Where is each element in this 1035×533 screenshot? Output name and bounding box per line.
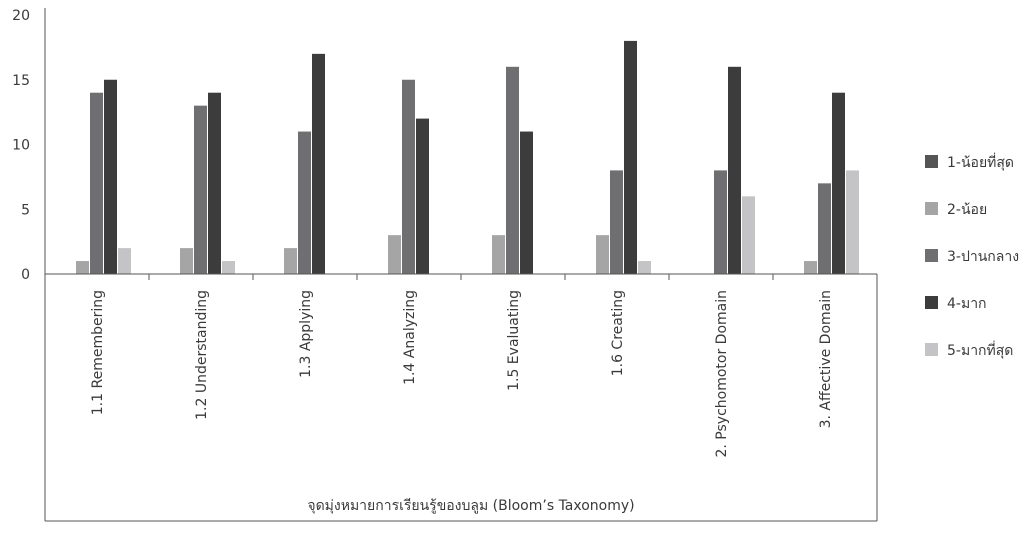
bar <box>402 79 415 274</box>
bar <box>742 196 755 274</box>
x-category-label: 2. Psychomotor Domain <box>714 290 730 458</box>
legend-label: 3-ปานกลาง <box>947 249 1019 265</box>
legend-swatch <box>925 202 938 215</box>
bar <box>104 79 117 274</box>
bar <box>194 105 207 275</box>
x-category-label: 1.3 Applying <box>298 290 314 378</box>
bar <box>804 261 817 274</box>
legend-swatch <box>925 343 938 356</box>
legend-label: 5-มากที่สุด <box>947 341 1013 359</box>
x-axis-title: จุดมุ่งหมายการเรียนรู้ของบลูม (Bloom’s T… <box>307 498 634 514</box>
legend-label: 1-น้อยที่สุด <box>947 153 1014 171</box>
bar <box>728 66 741 274</box>
y-tick-label: 10 <box>12 138 30 154</box>
x-category-label: 1.1 Remembering <box>90 290 106 415</box>
y-tick-label: 15 <box>12 73 30 89</box>
bar <box>208 92 221 274</box>
bar <box>520 131 533 274</box>
legend-swatch <box>925 155 938 168</box>
bar <box>90 92 103 274</box>
x-category-label: 1.4 Analyzing <box>402 290 418 385</box>
legend: 1-น้อยที่สุด 2-น้อย 3-ปานกลาง 4-มาก 5-มากที่… <box>925 153 1019 359</box>
bar <box>118 248 131 274</box>
y-tick-label: 5 <box>21 202 30 218</box>
x-axis: 1.1 Remembering 1.2 Understanding 1.3 Appl… <box>44 273 878 522</box>
x-category-label: 1.5 Evaluating <box>506 290 522 391</box>
x-category-label: 3. Affective Domain <box>818 290 834 428</box>
legend-label: 4-มาก <box>947 296 987 312</box>
bar <box>222 261 235 274</box>
bar <box>180 248 193 274</box>
legend-swatch <box>925 249 938 262</box>
bar <box>76 261 89 274</box>
y-axis: 0 5 10 15 20 <box>12 8 46 521</box>
bar <box>714 170 727 274</box>
y-tick-label: 0 <box>21 267 30 283</box>
bar <box>492 235 505 274</box>
bar <box>624 40 637 275</box>
bar <box>284 248 297 274</box>
bar <box>818 183 831 274</box>
bars <box>76 40 859 275</box>
bar <box>638 261 651 274</box>
y-tick-label: 20 <box>12 8 30 24</box>
x-category-label: 1.6 Creating <box>610 290 626 376</box>
bar <box>610 170 623 274</box>
legend-label: 2-น้อย <box>947 202 987 218</box>
bar <box>298 131 311 274</box>
bar <box>416 118 429 274</box>
bar <box>832 92 845 274</box>
bar <box>596 235 609 274</box>
bar <box>312 53 325 274</box>
legend-swatch <box>925 296 938 309</box>
bar <box>506 66 519 274</box>
bar <box>388 235 401 274</box>
x-category-label: 1.2 Understanding <box>194 290 210 420</box>
bar <box>846 170 859 274</box>
